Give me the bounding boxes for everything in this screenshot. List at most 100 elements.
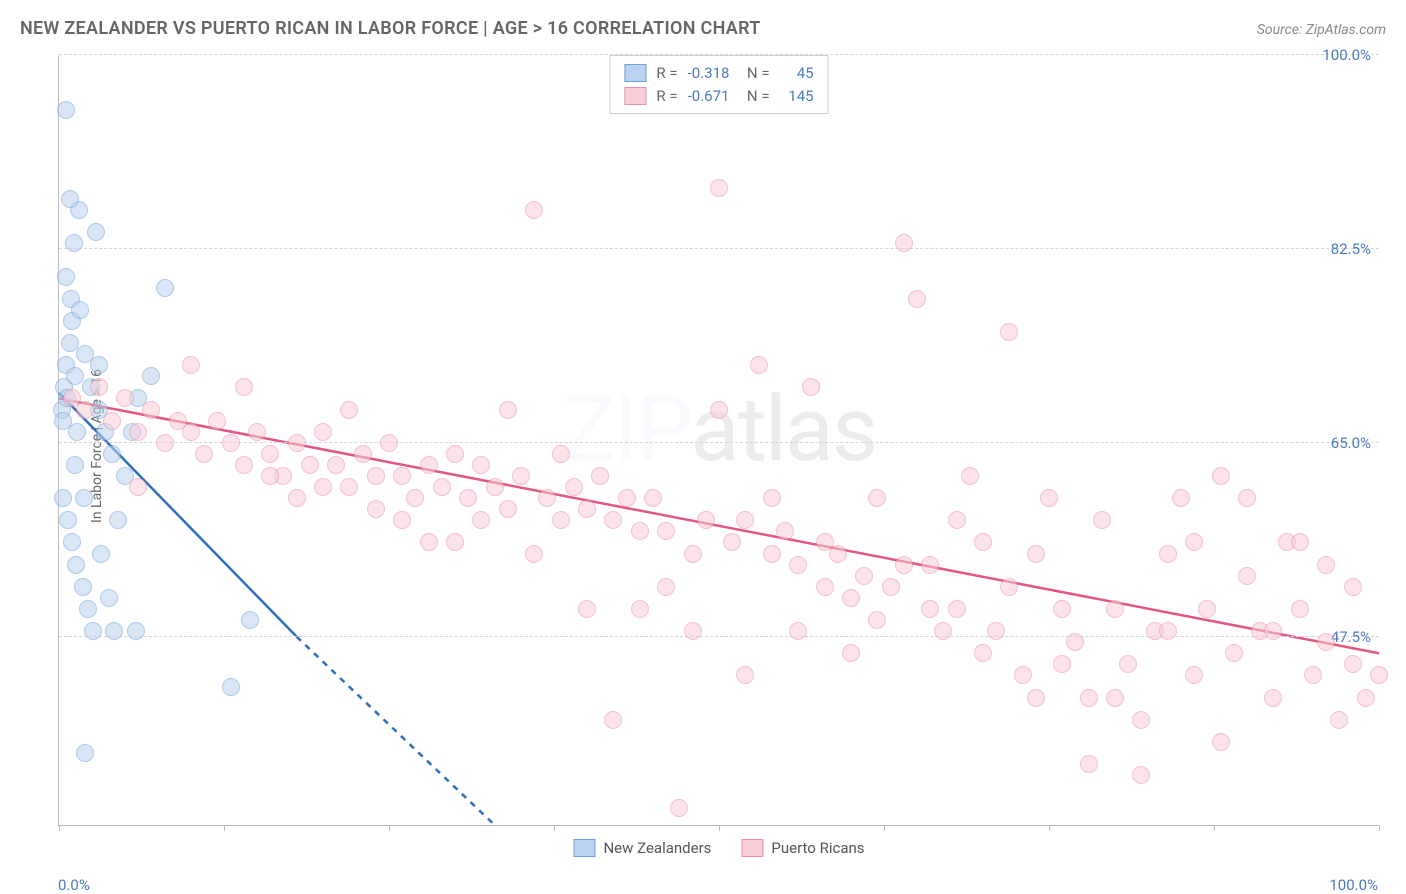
- data-point: [222, 678, 240, 696]
- data-point: [802, 378, 820, 396]
- data-point: [71, 301, 89, 319]
- x-tick: [389, 825, 390, 831]
- stat-r-value: -0.318: [688, 62, 730, 85]
- data-point: [142, 367, 160, 385]
- data-point: [1093, 511, 1111, 529]
- legend-stat-row: R = -0.671 N = 145: [624, 85, 813, 108]
- legend-series-label: Puerto Ricans: [771, 839, 864, 857]
- data-point: [1317, 556, 1335, 574]
- data-point: [1132, 711, 1150, 729]
- data-point: [631, 522, 649, 540]
- data-point: [61, 190, 79, 208]
- data-point: [288, 434, 306, 452]
- data-point: [1370, 666, 1388, 684]
- source-credit: Source: ZipAtlas.com: [1257, 22, 1386, 38]
- watermark: ZIPatlas: [562, 377, 876, 482]
- data-point: [90, 356, 108, 374]
- stat-n-value: 145: [780, 85, 814, 108]
- y-tick-label: 82.5%: [1331, 240, 1371, 258]
- data-point: [961, 467, 979, 485]
- data-point: [66, 367, 84, 385]
- data-point: [974, 533, 992, 551]
- data-point: [789, 622, 807, 640]
- data-point: [406, 489, 424, 507]
- data-point: [1106, 689, 1124, 707]
- data-point: [433, 478, 451, 496]
- data-point: [156, 434, 174, 452]
- data-point: [948, 511, 966, 529]
- data-point: [54, 489, 72, 507]
- data-point: [314, 423, 332, 441]
- data-point: [552, 511, 570, 529]
- data-point: [66, 456, 84, 474]
- data-point: [1053, 655, 1071, 673]
- data-point: [1225, 644, 1243, 662]
- gridline: [59, 442, 1379, 443]
- data-point: [87, 223, 105, 241]
- data-point: [235, 378, 253, 396]
- x-tick: [224, 825, 225, 831]
- data-point: [578, 600, 596, 618]
- data-point: [248, 423, 266, 441]
- data-point: [103, 412, 121, 430]
- data-point: [591, 467, 609, 485]
- data-point: [895, 556, 913, 574]
- data-point: [882, 578, 900, 596]
- data-point: [79, 600, 97, 618]
- data-point: [552, 445, 570, 463]
- data-point: [855, 567, 873, 585]
- data-point: [1212, 467, 1230, 485]
- data-point: [842, 644, 860, 662]
- data-point: [816, 533, 834, 551]
- data-point: [684, 622, 702, 640]
- data-point: [1317, 633, 1335, 651]
- data-point: [525, 545, 543, 563]
- data-point: [538, 489, 556, 507]
- data-point: [472, 511, 490, 529]
- data-point: [763, 489, 781, 507]
- data-point: [1106, 600, 1124, 618]
- x-tick: [1379, 825, 1380, 831]
- data-point: [1344, 578, 1362, 596]
- data-point: [1027, 545, 1045, 563]
- data-point: [934, 622, 952, 640]
- data-point: [446, 533, 464, 551]
- data-point: [65, 234, 83, 252]
- data-point: [182, 356, 200, 374]
- data-point: [459, 489, 477, 507]
- data-point: [750, 356, 768, 374]
- data-point: [76, 744, 94, 762]
- correlation-legend: R = -0.318 N = 45R = -0.671 N = 145: [609, 55, 828, 114]
- data-point: [710, 179, 728, 197]
- data-point: [472, 456, 490, 474]
- x-tick: [1214, 825, 1215, 831]
- data-point: [109, 511, 127, 529]
- data-point: [105, 622, 123, 640]
- data-point: [604, 711, 622, 729]
- data-point: [195, 445, 213, 463]
- data-point: [327, 456, 345, 474]
- data-point: [763, 545, 781, 563]
- legend-swatch: [624, 64, 646, 82]
- data-point: [92, 545, 110, 563]
- data-point: [380, 434, 398, 452]
- data-point: [1344, 655, 1362, 673]
- data-point: [1185, 533, 1203, 551]
- stat-r-label: R =: [656, 62, 677, 85]
- chart-title: NEW ZEALANDER VS PUERTO RICAN IN LABOR F…: [20, 18, 761, 39]
- data-point: [908, 290, 926, 308]
- data-point: [222, 434, 240, 452]
- data-point: [182, 423, 200, 441]
- data-point: [631, 600, 649, 618]
- data-point: [127, 622, 145, 640]
- data-point: [68, 423, 86, 441]
- data-point: [288, 489, 306, 507]
- data-point: [116, 389, 134, 407]
- data-point: [1357, 689, 1375, 707]
- data-point: [1198, 600, 1216, 618]
- data-point: [1159, 545, 1177, 563]
- data-point: [142, 401, 160, 419]
- data-point: [393, 467, 411, 485]
- data-point: [156, 279, 174, 297]
- data-point: [261, 445, 279, 463]
